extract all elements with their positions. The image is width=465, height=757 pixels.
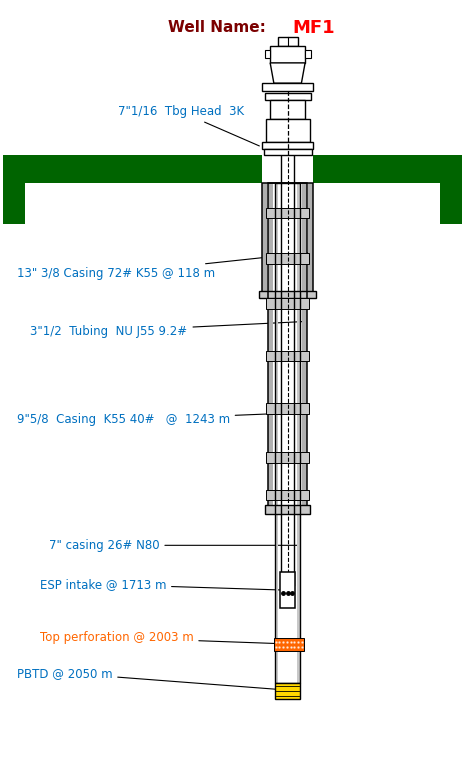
Bar [264,148,312,155]
Bar [275,683,300,699]
Bar [265,505,310,514]
Bar [440,183,462,225]
Bar [305,50,311,58]
Bar [313,155,462,183]
Bar [275,183,278,683]
Bar [280,572,295,609]
Bar [266,120,310,142]
Bar [266,253,309,263]
Polygon shape [270,63,305,83]
Bar [266,350,309,361]
Bar [262,83,313,92]
Bar [302,183,307,506]
Text: PBTD @ 2050 m: PBTD @ 2050 m [17,667,298,691]
Bar [266,452,309,463]
Bar [262,183,313,292]
Bar [3,183,25,225]
Bar [265,93,311,101]
Bar [259,291,316,298]
Text: 13" 3/8 Casing 72# K55 @ 118 m: 13" 3/8 Casing 72# K55 @ 118 m [17,253,311,280]
Text: MF1: MF1 [292,19,335,36]
Bar [297,183,300,683]
Text: 9"5/8  Casing  K55 40#   @  1243 m: 9"5/8 Casing K55 40# @ 1243 m [17,413,306,426]
Text: Top perforation @ 2003 m: Top perforation @ 2003 m [40,631,301,644]
Bar [262,142,313,148]
Text: 7" casing 26# N80: 7" casing 26# N80 [49,539,298,552]
Bar [3,155,262,183]
Bar [270,101,305,120]
Bar [274,638,304,650]
Bar [266,208,309,219]
Bar [265,50,270,58]
Text: ESP intake @ 1713 m: ESP intake @ 1713 m [40,578,292,591]
Bar [308,183,313,292]
Bar [270,46,305,63]
Text: 7"1/16  Tbg Head  3K: 7"1/16 Tbg Head 3K [118,105,259,146]
Bar [262,183,267,292]
Bar [268,183,273,506]
Bar [266,403,309,414]
Bar [268,183,307,506]
Text: 3"1/2  Tubing  NU J55 9.2#: 3"1/2 Tubing NU J55 9.2# [30,322,304,338]
Bar [275,183,300,683]
Text: Well Name:: Well Name: [168,20,271,35]
Bar [278,36,298,46]
Bar [266,298,309,309]
Bar [266,490,309,500]
